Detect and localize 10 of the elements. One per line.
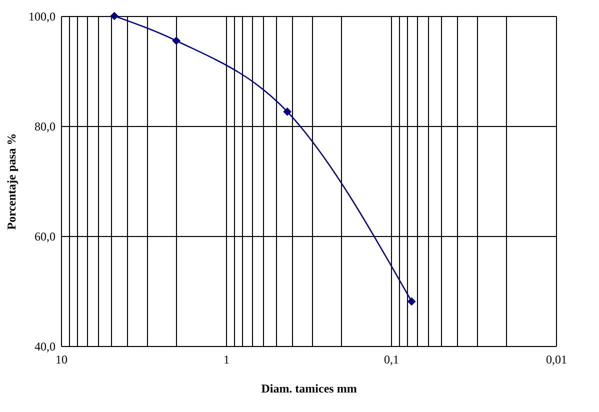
y-axis-title: Porcentaje pasa % bbox=[4, 133, 18, 230]
y-tick-label: 80,0 bbox=[34, 120, 56, 134]
x-tick-label: 0,01 bbox=[546, 352, 567, 366]
x-tick-label: 1 bbox=[224, 352, 230, 366]
y-tick-label: 60,0 bbox=[34, 230, 56, 244]
x-tick-label: 10 bbox=[56, 352, 68, 366]
y-tick-label: 40,0 bbox=[34, 340, 56, 354]
x-tick-label: 0,1 bbox=[384, 352, 399, 366]
x-axis-title: Diam. tamices mm bbox=[261, 382, 357, 396]
y-tick-label: 100,0 bbox=[28, 10, 56, 24]
